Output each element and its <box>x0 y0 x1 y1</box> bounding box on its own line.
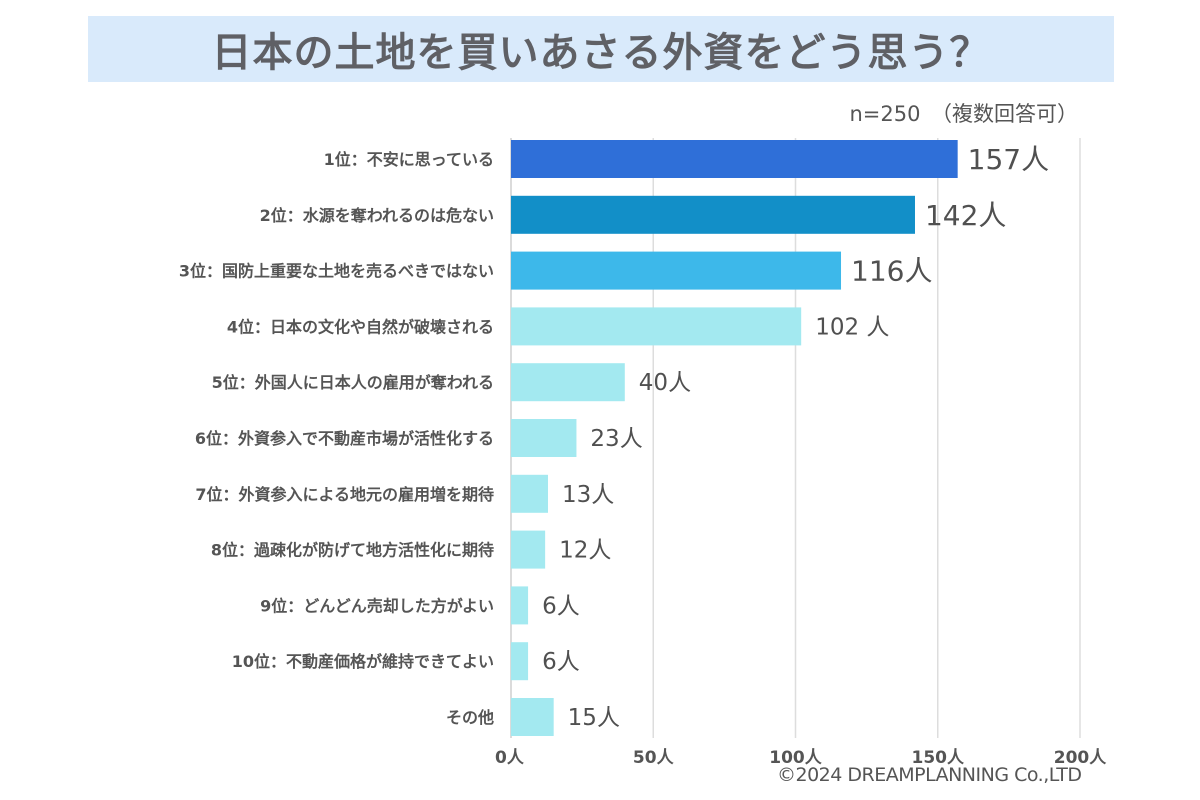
bar <box>511 307 802 346</box>
value-label: 12人 <box>559 538 611 564</box>
x-tick-label: 150人 <box>912 748 965 768</box>
title-banner: 日本の土地を買いあさる外資をどう思う？ <box>88 16 1114 82</box>
value-label: 6人 <box>542 649 580 675</box>
bar <box>511 419 577 457</box>
value-label: 13人 <box>562 482 614 508</box>
bar <box>511 140 958 178</box>
x-tick-label: 100人 <box>769 748 822 768</box>
bar <box>511 363 625 402</box>
value-label: 6人 <box>542 593 580 619</box>
category-label: 9位：どんどん売却した方がよい <box>260 596 494 615</box>
value-label: 157人 <box>968 143 1049 176</box>
category-label: 8位：過疎化が防げて地方活性化に期待 <box>211 541 494 560</box>
category-label: その他 <box>446 708 494 727</box>
chart-title: 日本の土地を買いあさる外資をどう思う？ <box>211 30 991 76</box>
value-label: 23人 <box>590 426 642 452</box>
bar <box>511 586 529 625</box>
bar <box>511 195 915 234</box>
category-label: 6位：外資参入で不動産市場が活性化する <box>195 429 494 448</box>
bar <box>511 251 842 290</box>
category-label: 4位：日本の文化や自然が破壊される <box>227 317 494 336</box>
category-label: 2位：水源を奪われるのは危ない <box>260 206 494 225</box>
bar <box>511 474 548 513</box>
value-label: 40人 <box>639 370 691 396</box>
bar <box>511 642 529 681</box>
x-tick-label: 50人 <box>633 748 675 768</box>
category-label: 7位：外資参入による地元の雇用増を期待 <box>195 485 494 504</box>
bar <box>511 698 554 736</box>
bar <box>511 530 546 569</box>
category-label: 10位：不動産価格が維持できてよい <box>232 652 494 671</box>
value-label: 142人 <box>925 199 1006 232</box>
category-label: 5位：外国人に日本人の雇用が奪われる <box>212 373 494 392</box>
value-label: 15人 <box>568 705 620 731</box>
x-tick-label: 200人 <box>1054 748 1107 768</box>
sample-size-note: n=250 （複数回答可） <box>849 102 1079 126</box>
category-label: 3位：国防上重要な土地を売るべきではない <box>179 262 494 281</box>
x-tick-label: 0人 <box>495 748 525 768</box>
category-label: 1位：不安に思っている <box>324 150 494 169</box>
value-label: 102 人 <box>815 314 889 340</box>
copyright-text: ©2024 DREAMPLANNING Co.,LTD <box>777 764 1082 786</box>
value-label: 116人 <box>851 255 932 288</box>
